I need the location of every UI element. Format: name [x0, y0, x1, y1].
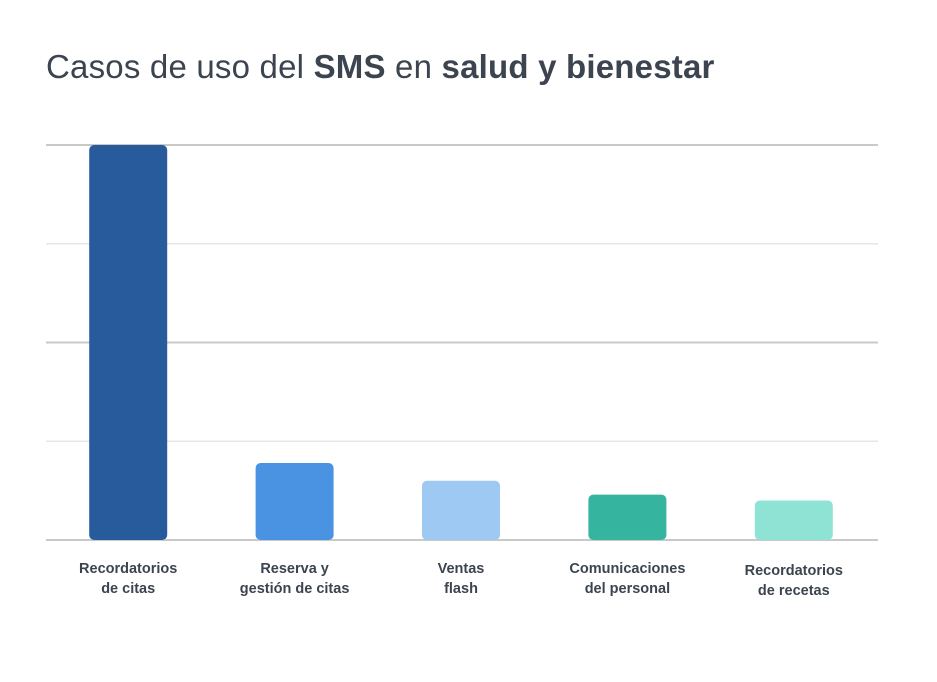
- bars: [89, 145, 833, 540]
- category-label-0-line-1: de citas: [101, 581, 155, 597]
- category-label-4: Recordatorios de recetas: [745, 563, 843, 599]
- category-label-1-line-1: gestión de citas: [240, 581, 350, 597]
- bar-4: [754, 500, 833, 540]
- category-labels: Recordatorios de citas Reserva y gestión de…: [79, 561, 843, 599]
- bar-3: [588, 494, 667, 540]
- category-label-0-line-0: Recordatorios: [79, 561, 177, 577]
- chart-title-part-1: SMS: [313, 48, 386, 85]
- chart-title-part-2: en: [385, 48, 442, 85]
- category-label-1: Reserva y gestión de citas: [240, 561, 350, 597]
- category-label-4-line-1: de recetas: [758, 583, 830, 599]
- category-label-1-line-0: Reserva y: [260, 561, 329, 577]
- chart-title-part-3: salud y bienestar: [441, 48, 715, 85]
- category-label-2-line-0: Ventas: [438, 561, 485, 577]
- category-label-2: Ventas flash: [438, 561, 485, 597]
- bar-1: [255, 462, 334, 540]
- category-label-0: Recordatorios de citas: [79, 561, 177, 597]
- chart-title-part-0: Casos de uso del: [46, 48, 314, 85]
- category-label-3-line-0: Comunicaciones: [569, 561, 685, 577]
- category-label-3-line-1: del personal: [585, 581, 670, 597]
- bar-2: [422, 480, 500, 540]
- bar-0: [89, 145, 168, 540]
- category-label-2-line-1: flash: [444, 581, 478, 597]
- category-label-3: Comunicaciones del personal: [569, 561, 685, 597]
- category-label-4-line-0: Recordatorios: [745, 563, 843, 579]
- chart-title: Casos de uso del SMS en salud y bienesta…: [46, 48, 715, 86]
